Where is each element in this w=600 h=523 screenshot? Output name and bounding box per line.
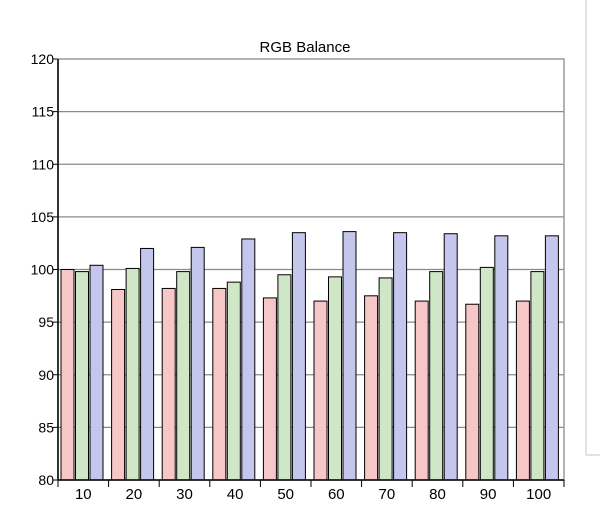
bar xyxy=(378,277,393,481)
x-tick-label: 100 xyxy=(526,486,551,503)
bars-group xyxy=(60,231,559,481)
bar xyxy=(530,271,545,481)
x-tick-label: 50 xyxy=(277,486,294,503)
bar xyxy=(176,271,191,481)
x-tick-label: 20 xyxy=(126,486,143,503)
bar xyxy=(125,267,140,481)
bar xyxy=(342,231,357,481)
x-tick-label: 80 xyxy=(429,486,446,503)
bar xyxy=(161,287,176,481)
y-tick-label: 120 xyxy=(31,51,55,67)
bar xyxy=(75,271,89,481)
x-tick-label: 40 xyxy=(227,486,244,503)
bar xyxy=(313,300,328,481)
x-tick-label: 60 xyxy=(328,486,345,503)
y-tick-label: 115 xyxy=(32,104,55,120)
bar xyxy=(60,269,75,481)
bar xyxy=(429,271,444,481)
bar xyxy=(140,247,155,481)
y-tick-label: 80 xyxy=(38,472,54,488)
y-tick-label: 85 xyxy=(38,419,54,435)
y-tick-label: 105 xyxy=(31,209,55,225)
bar xyxy=(414,300,429,481)
x-tick-label: 10 xyxy=(75,486,92,503)
axes-group xyxy=(53,58,565,487)
bar xyxy=(544,235,559,481)
chart-title: RGB Balance xyxy=(260,39,351,56)
bar xyxy=(111,288,126,481)
y-tick-labels: 120 115 110 105 100 95 90 85 80 xyxy=(31,51,55,488)
x-tick-labels: 10 20 30 40 50 60 70 80 90 100 xyxy=(75,486,551,503)
bar xyxy=(212,287,227,481)
y-tick-label: 100 xyxy=(31,262,55,278)
x-tick-label: 30 xyxy=(176,486,193,503)
bar xyxy=(241,238,256,481)
bar xyxy=(515,300,530,481)
bar xyxy=(494,235,509,481)
bar xyxy=(89,264,104,481)
y-tick-label: 90 xyxy=(38,367,54,383)
y-tick-label: 95 xyxy=(38,314,54,330)
bar xyxy=(364,295,379,481)
bar xyxy=(277,274,292,481)
x-tick-label: 70 xyxy=(379,486,396,503)
y-tick-label: 110 xyxy=(32,156,55,172)
bar xyxy=(443,233,458,481)
bar xyxy=(226,281,241,481)
x-tick-label: 90 xyxy=(480,486,497,503)
bar xyxy=(262,297,277,481)
bar xyxy=(190,246,205,481)
bar xyxy=(393,232,408,481)
bar xyxy=(291,232,306,481)
bar xyxy=(465,303,480,481)
bar xyxy=(328,276,342,481)
bar xyxy=(479,266,494,481)
